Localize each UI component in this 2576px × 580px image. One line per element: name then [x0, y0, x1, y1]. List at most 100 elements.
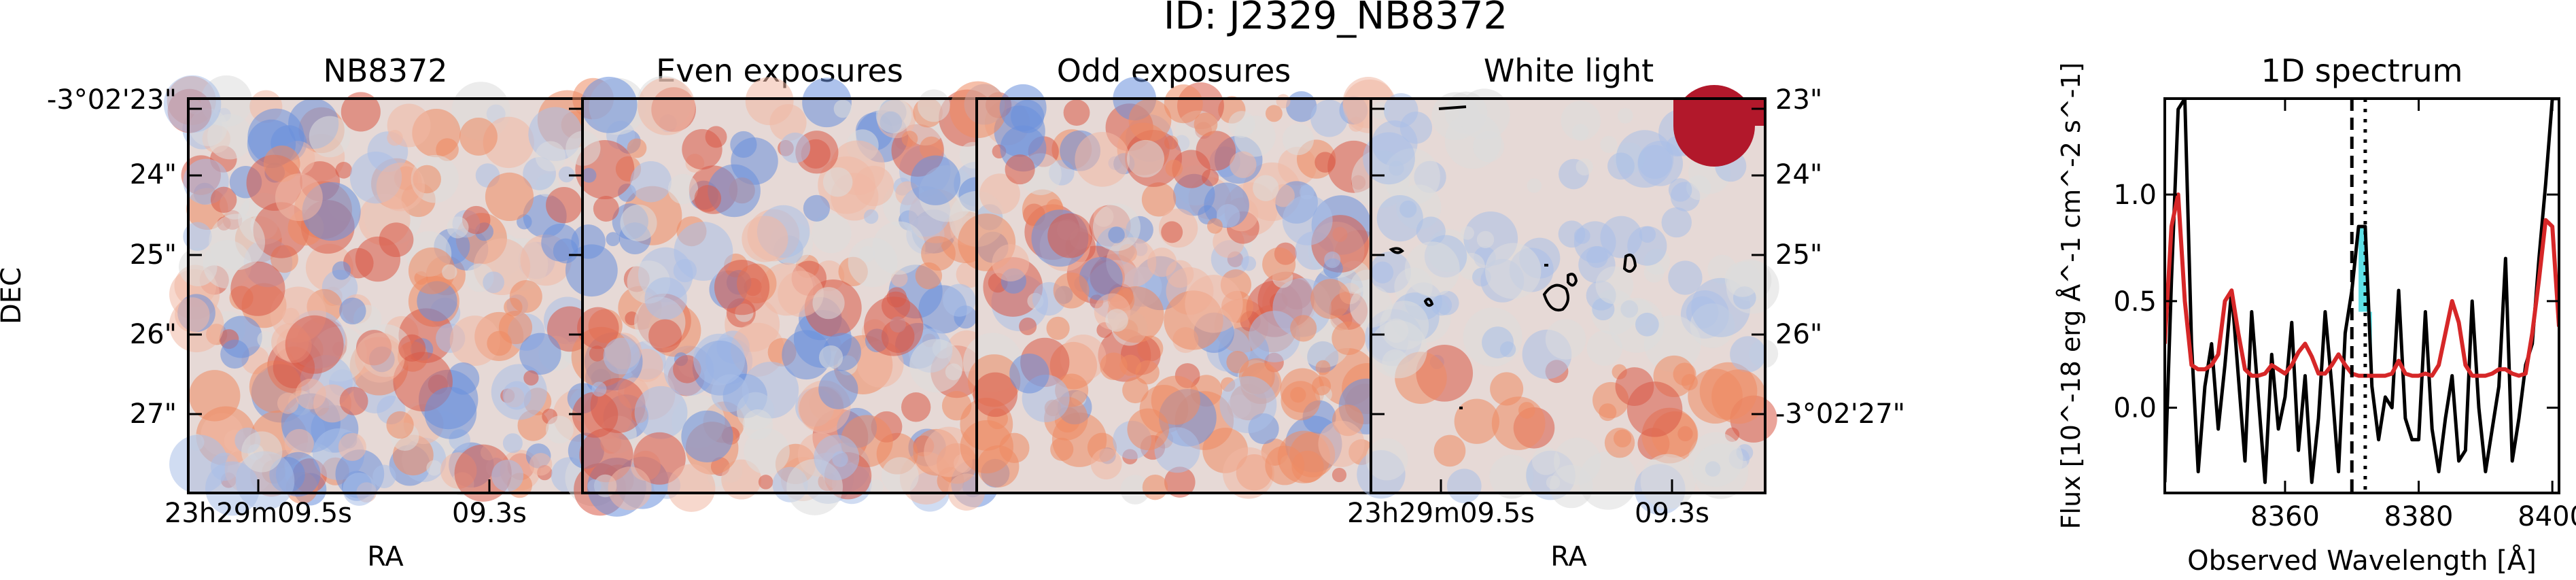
spectrum-frame	[2163, 97, 2560, 494]
noise-blob	[1262, 247, 1296, 282]
noise-blob	[1446, 468, 1482, 504]
noise-blob	[1527, 178, 1542, 193]
noise-blob	[979, 173, 1020, 215]
dec-tick-1: 24"	[130, 159, 177, 190]
noise-blob	[778, 271, 824, 317]
noise-blob	[424, 387, 477, 439]
noise-blob	[803, 194, 831, 222]
noise-blob	[945, 363, 962, 381]
noise-blob	[447, 362, 480, 395]
noise-blob	[1128, 99, 1172, 142]
ra-axis-label-white: RA	[1550, 541, 1587, 573]
noise-blob	[833, 99, 852, 118]
noise-blob	[1592, 297, 1615, 321]
noise-blob	[1626, 381, 1683, 437]
ra-axis-label-left: RA	[367, 541, 404, 573]
wl-ra-tick-1: 09.3s	[1635, 498, 1709, 529]
noise-blob	[189, 370, 241, 422]
wl-dec-tick-3: 26"	[1775, 319, 1822, 350]
noise-blob	[546, 186, 582, 224]
noise-blob	[1265, 105, 1283, 122]
noise-blob	[848, 237, 898, 288]
noise-blob	[284, 428, 314, 459]
noise-blob	[1315, 360, 1331, 375]
dec-tick-4: 27"	[130, 398, 177, 430]
noise-blob	[1141, 182, 1177, 217]
noise-blob	[1090, 448, 1122, 480]
noise-blob	[285, 315, 344, 374]
noise-blob	[1282, 194, 1333, 245]
figure-title: ID: J2329_NB8372	[1164, 0, 1508, 38]
bright-source-edge	[1673, 99, 1765, 126]
noise-blob	[1599, 403, 1617, 422]
spectrum-line-red	[2165, 192, 2559, 378]
noise-blob	[1318, 420, 1365, 467]
spectrum-xlabel: Observed Wavelength [Å]	[2187, 544, 2537, 577]
noise-blob	[1635, 312, 1659, 337]
noise-blob	[487, 330, 512, 356]
noise-blob	[919, 136, 943, 160]
noise-blob	[822, 167, 853, 197]
noise-blob	[681, 410, 733, 463]
noise-blob	[1416, 216, 1446, 246]
noise-blob	[581, 167, 597, 183]
noise-blob	[1265, 445, 1305, 485]
noise-blob	[277, 392, 299, 414]
noise-blob	[502, 381, 532, 410]
noise-blob	[1122, 377, 1149, 404]
noise-blob	[1166, 260, 1194, 288]
noise-blob	[426, 460, 442, 476]
noise-blob	[1079, 256, 1123, 301]
noise-blob	[275, 173, 323, 222]
contour	[1622, 253, 1637, 273]
noise-blob	[863, 209, 879, 224]
noise-blob	[1668, 178, 1692, 202]
noise-blob	[730, 131, 757, 158]
noise-blob	[620, 204, 657, 241]
noise-blob	[483, 271, 504, 294]
image-panel-4	[1349, 85, 1779, 515]
noise-blob	[1230, 151, 1257, 178]
noise-blob	[1613, 429, 1632, 447]
noise-blob	[558, 166, 575, 183]
noise-blob	[535, 141, 566, 172]
noise-blob	[875, 97, 912, 134]
noise-blob	[1185, 275, 1243, 333]
noise-blob	[519, 332, 561, 375]
noise-blob	[462, 205, 491, 235]
noise-blob	[1576, 158, 1593, 176]
image-panels	[163, 75, 1779, 517]
spectrum-ytick-label: 0.0	[2113, 393, 2157, 424]
noise-blob	[591, 381, 607, 397]
noise-blob	[1595, 266, 1634, 305]
spectrum-ylabel: Flux [10^-18 erg Å^-1 cm^-2 s^-1]	[2056, 63, 2086, 530]
noise-blob	[1281, 381, 1321, 421]
noise-blob	[355, 332, 405, 383]
noise-blob	[648, 319, 682, 353]
noise-blob	[1108, 226, 1125, 243]
noise-blob	[608, 466, 652, 511]
noise-blob	[338, 432, 366, 461]
noise-blob	[580, 76, 638, 133]
noise-blob	[459, 118, 498, 156]
noise-blob	[694, 185, 722, 212]
noise-blob	[529, 453, 553, 476]
noise-blob	[1489, 454, 1534, 499]
noise-blob	[1617, 107, 1633, 124]
noise-blob	[780, 133, 811, 163]
noise-blob	[209, 214, 265, 271]
noise-blob	[714, 259, 770, 315]
noise-blob	[1485, 243, 1542, 299]
noise-blob	[1135, 360, 1160, 385]
noise-blob	[999, 432, 1030, 463]
noise-blob	[1164, 84, 1203, 124]
noise-blob	[332, 261, 351, 280]
noise-blob	[1164, 466, 1196, 498]
noise-blob	[587, 479, 602, 494]
noise-blob	[1460, 226, 1474, 240]
noise-blob	[782, 330, 831, 380]
noise-blob	[175, 297, 210, 332]
noise-blob	[343, 473, 376, 506]
noise-blob	[1724, 261, 1760, 297]
spectrum-data	[2165, 99, 2559, 493]
